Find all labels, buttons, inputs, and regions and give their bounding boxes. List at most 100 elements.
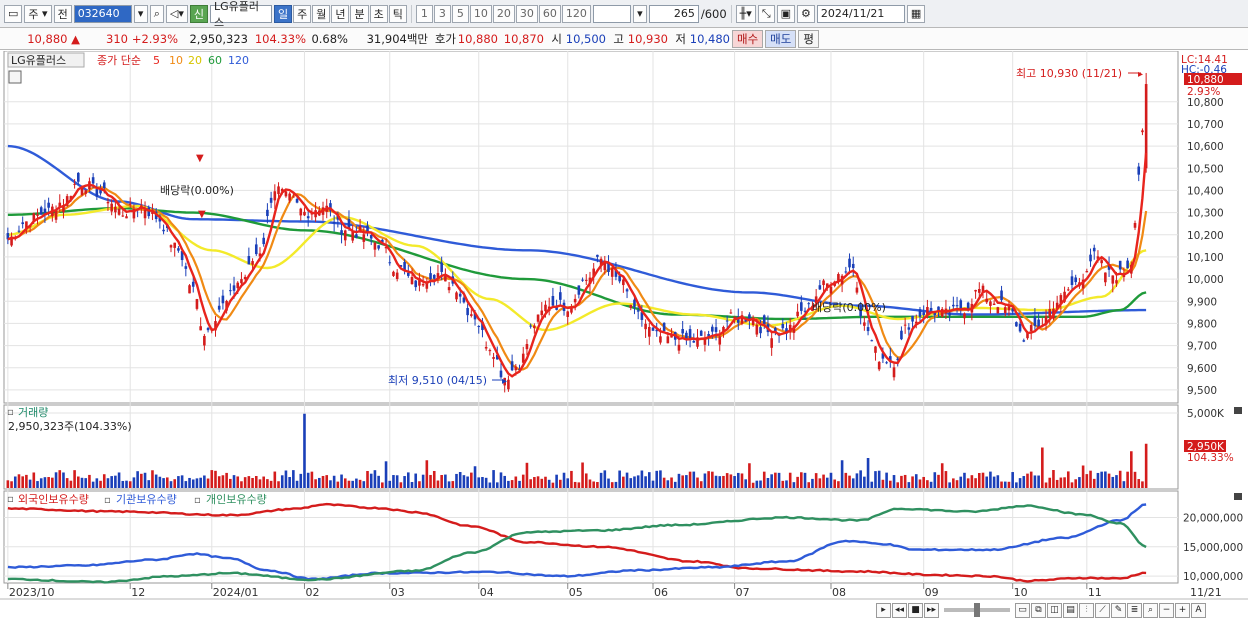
period-tab[interactable]: 틱 (388, 4, 407, 23)
zoom-slider-handle[interactable] (974, 603, 980, 617)
custom-period-input[interactable] (592, 4, 631, 23)
scroll-right-icon[interactable]: ▸ (876, 602, 891, 618)
candle-body (788, 324, 792, 333)
volume-bar (358, 479, 362, 488)
period-type-select[interactable]: 주 ▾ (24, 4, 52, 23)
code-dropdown-icon[interactable]: ▾ (133, 4, 148, 23)
layout-icon[interactable]: ▭ (1015, 602, 1030, 618)
volume-bar (714, 475, 718, 488)
pattern-icon[interactable]: ⫶ (1079, 602, 1094, 618)
volume-bar (277, 481, 280, 488)
volume-bar (570, 470, 573, 488)
speaker-icon[interactable]: ◁▾ (165, 4, 188, 23)
minute-option[interactable]: 60 (538, 4, 561, 23)
chart-background (0, 51, 1248, 621)
price-axis-label: 10,400 (1187, 185, 1224, 197)
candle-body (273, 191, 277, 201)
copy-icon[interactable]: ⧉ (1031, 602, 1046, 618)
calendar-icon[interactable]: ▦ (906, 4, 926, 23)
font-size-icon[interactable]: A (1191, 602, 1206, 618)
period-tab[interactable]: 주 (293, 4, 312, 23)
grid-toggle-icon[interactable] (8, 70, 22, 84)
period-tab[interactable]: 월 (312, 4, 331, 23)
stock-code-input[interactable]: 032640 (73, 4, 132, 23)
separator (730, 4, 732, 23)
period-dropdown-icon[interactable]: ▾ (632, 4, 647, 23)
date-value: 2024/11/21 (820, 7, 885, 20)
minute-option[interactable]: 3 (433, 4, 451, 23)
candle-body (143, 209, 147, 219)
list-icon[interactable]: ≣ (1127, 602, 1142, 618)
legend-ma10[interactable]: 10 (169, 54, 183, 67)
date-input[interactable]: 2024/11/21 (816, 4, 905, 23)
candle-type-icon[interactable]: ╫▾ (735, 4, 756, 23)
candle-body (544, 304, 547, 312)
stock-chart[interactable]: 10,800 10,700 10,600 10,500 10,400 10,300 10,2… (0, 51, 1248, 621)
volume-bar (299, 473, 303, 488)
candle-body (570, 307, 573, 313)
volume-bar (1096, 472, 1100, 488)
window-icon[interactable]: ▭ (4, 4, 23, 23)
candle-body (781, 323, 785, 329)
institution-holdings-label[interactable]: 기관보유수량 (116, 493, 177, 506)
draw-tool-icon[interactable]: ⤡ (757, 4, 775, 23)
period-tab[interactable]: 년 (331, 4, 350, 23)
volume-bar (499, 472, 503, 488)
zoom-in-icon[interactable]: + (1175, 602, 1190, 618)
sell-button[interactable]: 매도 (765, 29, 797, 48)
count-input[interactable]: 265 (648, 4, 699, 23)
holdings-line-0 (7, 502, 1147, 583)
candle-body (1085, 271, 1089, 273)
period-tab[interactable]: 분 (350, 4, 369, 23)
minute-option[interactable]: 1 (415, 4, 433, 23)
legend-ma120[interactable]: 120 (228, 54, 249, 67)
volume-pane-close-icon[interactable] (1234, 407, 1242, 414)
candle-body (36, 214, 39, 216)
stop-icon[interactable]: ■ (908, 602, 923, 618)
volume-bar (17, 474, 21, 488)
volume-bar (1041, 447, 1044, 488)
volume-bar (284, 470, 288, 488)
price-axis-label: 10,300 (1187, 208, 1224, 220)
chart-navigation: ▸ ◂◂ ■ ▸▸ ▭ ⧉ ◫ ▤ ⫶ ⟋ ✎ ≣ ⌕ − + A (876, 600, 1206, 620)
minute-option[interactable]: 120 (561, 4, 591, 23)
draw-icon[interactable]: ✎ (1111, 602, 1126, 618)
minute-option[interactable]: 20 (492, 4, 515, 23)
buy-button[interactable]: 매수 (732, 29, 764, 48)
minute-option[interactable]: 10 (469, 4, 492, 23)
legend-price[interactable]: 종가 단순 (97, 54, 141, 67)
zoom-slider[interactable] (944, 603, 1010, 617)
minute-option[interactable]: 5 (451, 4, 469, 23)
minute-option[interactable]: 30 (515, 4, 538, 23)
volume-bar (488, 482, 492, 488)
volume-bar (529, 479, 532, 488)
search-icon[interactable]: ⌕ (149, 4, 164, 23)
save-icon[interactable]: ▣ (776, 4, 796, 23)
high-label: 고 (613, 31, 624, 46)
zoom-out-icon[interactable]: − (1159, 602, 1174, 618)
individual-holdings-label[interactable]: 개인보유수량 (206, 493, 267, 506)
candle-body (755, 324, 759, 335)
volume-bar (1000, 481, 1003, 488)
fast-forward-icon[interactable]: ▸▸ (924, 602, 939, 618)
legend-ma60[interactable]: 60 (208, 54, 222, 67)
split-icon[interactable]: ◫ (1047, 602, 1062, 618)
holdings-pane-close-icon[interactable] (1234, 493, 1242, 500)
period-tab[interactable]: 초 (369, 4, 388, 23)
rewind-icon[interactable]: ◂◂ (892, 602, 907, 618)
legend-ma5[interactable]: 5 (153, 54, 160, 67)
trend-icon[interactable]: ⟋ (1095, 602, 1110, 618)
legend-stock-box[interactable] (7, 52, 85, 68)
eval-button[interactable]: 평 (798, 29, 819, 48)
print-icon[interactable]: ▤ (1063, 602, 1078, 618)
period-tab[interactable]: 일 (273, 4, 293, 23)
gear-icon[interactable]: ⚙ (797, 4, 815, 23)
prev-button[interactable]: 전 (53, 4, 72, 23)
foreign-holdings-label[interactable]: 외국인보유수량 (18, 493, 89, 506)
sin-button[interactable]: 신 (189, 4, 208, 23)
volume-bar (388, 480, 392, 488)
count-total: /600 (700, 6, 727, 21)
legend-ma20[interactable]: 20 (188, 54, 202, 67)
volume-bar (106, 478, 110, 488)
zoom-search-icon[interactable]: ⌕ (1143, 602, 1158, 618)
